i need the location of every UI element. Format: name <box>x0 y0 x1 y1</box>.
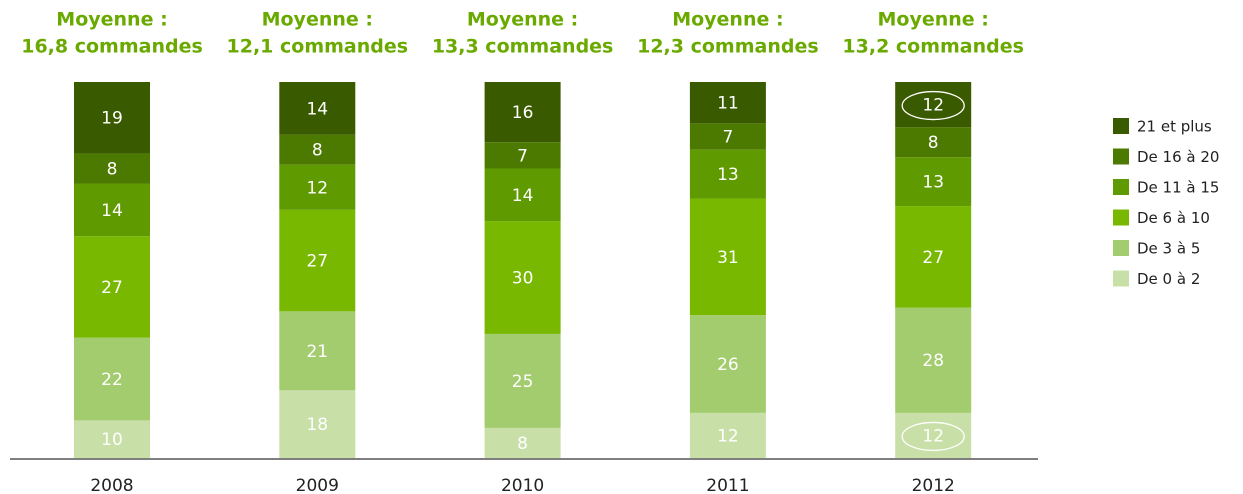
data-label: 8 <box>107 159 118 179</box>
data-label: 22 <box>101 370 123 390</box>
data-label: 27 <box>101 278 123 298</box>
bar-segment <box>74 153 150 184</box>
data-label: 28 <box>922 351 944 371</box>
bar-segment <box>895 127 972 158</box>
bar-segment <box>895 206 972 308</box>
bar-segment <box>279 390 356 458</box>
data-label: 21 <box>306 342 328 362</box>
annotation: Moyenne : <box>467 9 578 31</box>
data-label: 18 <box>306 415 328 435</box>
data-label: 8 <box>928 133 939 153</box>
bar-segment <box>689 412 766 458</box>
bar-segment <box>74 183 150 237</box>
annotation: Moyenne : <box>56 9 167 31</box>
legend-swatch <box>1113 148 1129 165</box>
bar-segment <box>279 311 356 391</box>
data-label: 19 <box>101 109 123 129</box>
data-label: 8 <box>517 434 528 454</box>
bar-segment <box>74 420 150 458</box>
legend-swatch <box>1113 270 1129 287</box>
bar-segment <box>279 134 356 165</box>
annotation: 13,2 commandes <box>842 36 1024 58</box>
bar-segment <box>279 164 356 210</box>
data-label: 12 <box>922 426 944 446</box>
data-label: 27 <box>306 252 328 272</box>
data-label: 14 <box>101 201 123 221</box>
data-label: 16 <box>512 103 534 123</box>
legend-swatch <box>1113 118 1129 134</box>
data-label: 11 <box>717 94 739 114</box>
data-label: 27 <box>922 248 944 268</box>
data-label: 13 <box>922 173 944 193</box>
bar-segment <box>484 427 561 458</box>
data-label: 8 <box>312 141 323 161</box>
annotation: Moyenne : <box>672 9 783 31</box>
x-tick-label: 2008 <box>90 476 133 494</box>
legend-label: 21 et plus <box>1137 118 1212 136</box>
bar-segment <box>484 221 561 334</box>
highlight-circle <box>901 421 965 452</box>
annotation: Moyenne : <box>878 9 989 31</box>
bar-segment <box>895 307 972 413</box>
data-label: 12 <box>922 96 944 116</box>
bar-segment <box>484 168 561 222</box>
data-label: 12 <box>717 426 739 446</box>
legend-label: De 0 à 2 <box>1137 270 1200 288</box>
bar-segment <box>689 82 766 124</box>
data-label: 10 <box>101 430 123 450</box>
legend-swatch <box>1113 209 1129 226</box>
annotation: 12,3 commandes <box>637 36 819 58</box>
data-label: 7 <box>722 128 733 148</box>
bar-segment <box>484 82 561 143</box>
legend-label: De 11 à 15 <box>1137 179 1219 197</box>
x-tick-label: 2012 <box>912 476 955 494</box>
legend-label: De 6 à 10 <box>1137 209 1210 227</box>
bar-segment <box>74 82 150 154</box>
data-label: 14 <box>306 99 328 119</box>
bar-segment <box>689 149 766 199</box>
x-tick-label: 2009 <box>296 476 339 494</box>
bar-segment <box>895 157 972 207</box>
bar-segment <box>74 337 150 421</box>
data-label: 13 <box>717 165 739 185</box>
bar-segment <box>74 236 150 338</box>
x-tick-label: 2011 <box>706 476 749 494</box>
data-label: 7 <box>517 146 528 166</box>
bar-segment <box>689 315 766 413</box>
x-tick-label: 2010 <box>501 476 544 494</box>
data-label: 25 <box>512 372 534 392</box>
bar-segment <box>279 82 356 135</box>
bar-segment <box>279 209 356 312</box>
annotation: 13,3 commandes <box>432 36 614 58</box>
bar-segment <box>689 198 766 316</box>
highlight-circle <box>901 90 965 121</box>
legend-swatch <box>1113 240 1129 256</box>
bar-segment <box>689 123 766 150</box>
data-label: 12 <box>306 178 328 198</box>
annotation: Moyenne : <box>262 9 373 31</box>
data-label: 31 <box>717 248 739 268</box>
bar-segment <box>484 142 561 169</box>
annotation: 16,8 commandes <box>21 36 203 58</box>
data-label: 14 <box>512 186 534 206</box>
bar-segment <box>484 333 561 428</box>
data-label: 26 <box>717 355 739 375</box>
legend-label: De 16 à 20 <box>1137 148 1219 166</box>
legend-swatch <box>1113 179 1129 195</box>
legend-label: De 3 à 5 <box>1137 240 1200 258</box>
annotation: 12,1 commandes <box>227 36 409 58</box>
data-label: 30 <box>512 269 534 289</box>
